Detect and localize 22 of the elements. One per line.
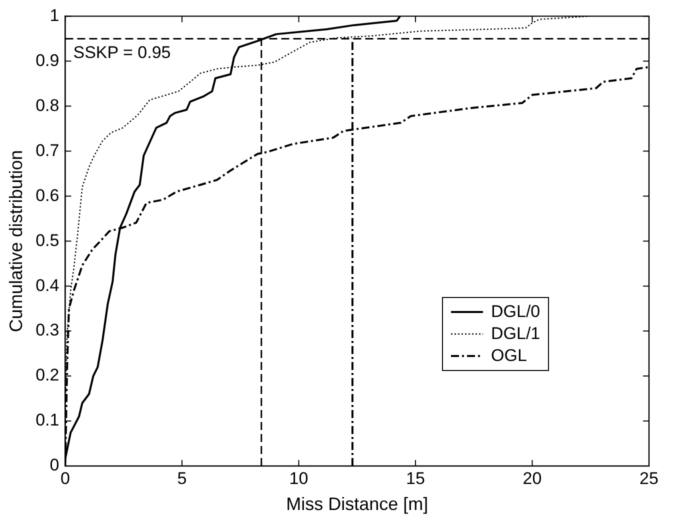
y-tick-label: 0.8 — [36, 96, 60, 115]
legend-label: DGL/0 — [491, 301, 540, 323]
x-tick-label: 15 — [406, 468, 425, 488]
y-tick-label: 0.5 — [36, 230, 60, 250]
y-tick-label: 0.1 — [36, 410, 60, 430]
legend-label: OGL — [491, 345, 527, 367]
x-axis-title: Miss Distance [m] — [286, 494, 428, 514]
x-tick-label: 20 — [522, 468, 542, 488]
legend-label: DGL/1 — [491, 323, 540, 345]
y-tick-label: 0 — [50, 456, 60, 475]
y-tick-label: 0.4 — [36, 276, 60, 295]
y-axis-title: Cumulative distribution — [6, 150, 26, 332]
x-tick-label: 25 — [640, 468, 658, 488]
y-tick-label: 1 — [50, 6, 60, 25]
y-tick-label: 0.9 — [36, 50, 60, 70]
y-tick-label: 0.3 — [36, 320, 60, 340]
y-tick-label: 0.6 — [36, 186, 60, 205]
y-tick-label: 0.7 — [36, 140, 60, 160]
x-tick-label: 10 — [289, 468, 308, 488]
ref-line-label: SSKP = 0.95 — [73, 42, 171, 62]
x-tick-label: 5 — [177, 468, 187, 488]
y-tick-label: 0.2 — [36, 366, 60, 385]
